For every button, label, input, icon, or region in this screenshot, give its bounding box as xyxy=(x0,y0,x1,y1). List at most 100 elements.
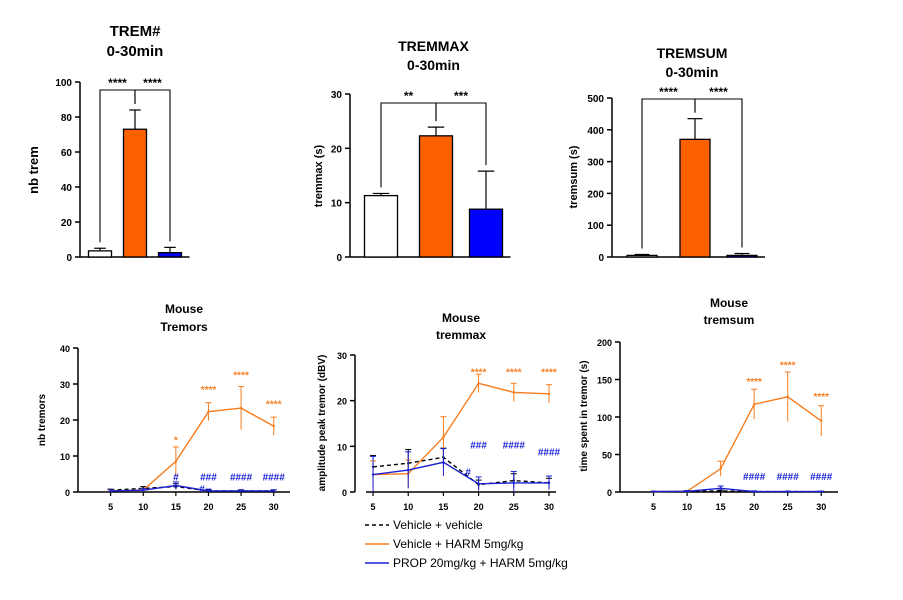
y-tick-label: 80 xyxy=(61,113,73,124)
x-tick-label: 5 xyxy=(651,502,656,512)
significance-label: **** xyxy=(266,399,282,410)
legend: Vehicle + vehicle Vehicle + HARM 5mg/kg … xyxy=(365,518,568,570)
chart-title: Mouse xyxy=(165,302,203,316)
legend-label: PROP 20mg/kg + HARM 5mg/kg xyxy=(393,556,568,570)
bar xyxy=(418,135,454,258)
y-tick-label: 150 xyxy=(597,376,612,386)
x-tick-label: 10 xyxy=(403,502,413,512)
x-tick-label: 5 xyxy=(371,502,376,512)
data-point xyxy=(239,489,243,493)
y-tick-label: 30 xyxy=(60,380,70,390)
chart-subtitle: 0-30min xyxy=(666,64,719,80)
chart-subtitle: 0-30min xyxy=(407,57,460,73)
data-point xyxy=(142,489,145,492)
data-point xyxy=(719,489,722,493)
x-tick-label: 25 xyxy=(509,502,519,512)
x-tick-label: 10 xyxy=(138,502,148,512)
legend-item: Vehicle + HARM 5mg/kg xyxy=(365,537,523,551)
bar xyxy=(363,194,399,258)
data-point xyxy=(652,490,655,493)
bar xyxy=(122,128,148,258)
significance-label: #### xyxy=(230,472,253,483)
y-tick-label: 30 xyxy=(331,90,343,101)
data-point xyxy=(547,481,551,485)
significance-label: * xyxy=(174,435,178,446)
data-point xyxy=(174,460,178,463)
data-point xyxy=(174,484,178,487)
significance-label: #### xyxy=(743,472,766,483)
bar xyxy=(679,138,711,258)
significance-label: #### xyxy=(810,472,833,483)
chart-title: TREMMAX xyxy=(398,38,469,54)
data-point xyxy=(547,392,551,396)
bar xyxy=(87,250,113,258)
significance-label: # xyxy=(173,472,179,483)
y-tick-label: 100 xyxy=(587,221,604,232)
data-point xyxy=(477,482,480,485)
y-axis-label: tremmax (s) xyxy=(313,144,325,207)
series-line-harm xyxy=(372,382,550,476)
y-tick-label: 60 xyxy=(61,148,73,159)
y-tick-label: 20 xyxy=(331,144,343,155)
chart-title: Mouse xyxy=(710,296,748,310)
tremors-time-course-chart: Mouse Tremors 0 10 20 30 40 nb tremors 5 10 15 20 25… xyxy=(37,302,290,512)
significance-bracket xyxy=(435,102,487,166)
x-tick-label: 30 xyxy=(544,502,554,512)
significance-label: **** xyxy=(659,85,678,99)
significance-bracket xyxy=(134,89,171,242)
data-point xyxy=(109,489,112,493)
chart-subtitle: tremsum xyxy=(704,313,755,327)
data-point xyxy=(752,403,756,406)
x-tick-label: 30 xyxy=(816,502,826,512)
legend-label: Vehicle + vehicle xyxy=(393,518,483,532)
x-tick-label: 25 xyxy=(783,502,793,512)
y-tick-label: 0 xyxy=(66,253,72,264)
significance-label: **** xyxy=(143,76,162,90)
trem-count-bar-chart: TREM# 0-30min 0 20 40 60 80 100 nb trem **** **** xyxy=(26,23,190,264)
y-tick-label: 10 xyxy=(337,442,347,452)
significance-label: #### xyxy=(777,472,800,483)
significance-label: ** xyxy=(404,89,414,103)
y-tick-label: 20 xyxy=(337,397,347,407)
data-point xyxy=(407,468,410,472)
y-axis-label: amplitude peak tremor (dBV) xyxy=(317,355,328,492)
x-tick-label: 5 xyxy=(108,502,113,512)
y-axis-label: tremsum (s) xyxy=(568,145,580,208)
bar xyxy=(626,254,658,258)
x-tick-label: 20 xyxy=(749,502,759,512)
y-tick-label: 40 xyxy=(61,183,73,194)
series-line-prop xyxy=(653,487,822,493)
y-tick-label: 0 xyxy=(607,488,612,498)
x-tick-label: 15 xyxy=(716,502,726,512)
significance-label: #### xyxy=(263,472,286,483)
significance-label: **** xyxy=(108,76,127,90)
tremsum-bar-chart: TREMSUM 0-30min 0 100 200 300 400 500 tremsum (s… xyxy=(568,45,765,264)
y-tick-label: 10 xyxy=(60,452,70,462)
data-point xyxy=(820,490,823,493)
data-point xyxy=(442,436,445,439)
significance-label: #### xyxy=(503,441,526,452)
significance-label: # xyxy=(199,485,205,496)
tremmax-time-course-chart: Mouse tremmax 0 10 20 30 amplitude peak tremor… xyxy=(317,311,561,512)
x-tick-label: 15 xyxy=(438,502,448,512)
y-tick-label: 200 xyxy=(597,338,612,348)
data-point xyxy=(477,382,480,385)
legend-item: PROP 20mg/kg + HARM 5mg/kg xyxy=(365,556,568,570)
data-point xyxy=(719,487,722,490)
x-tick-label: 20 xyxy=(203,502,213,512)
chart-subtitle: 0-30min xyxy=(107,43,164,60)
chart-title: TREM# xyxy=(110,23,161,40)
x-tick-label: 10 xyxy=(682,502,692,512)
y-tick-label: 500 xyxy=(587,94,604,105)
y-tick-label: 100 xyxy=(597,413,612,423)
data-point xyxy=(207,489,210,493)
series-line-prop xyxy=(372,461,549,485)
x-tick-label: 15 xyxy=(171,502,181,512)
data-point xyxy=(512,391,515,394)
data-point xyxy=(512,481,515,485)
series-line-vehicle xyxy=(372,456,550,486)
data-point xyxy=(786,395,789,398)
data-point xyxy=(272,424,275,428)
y-tick-label: 200 xyxy=(587,189,604,200)
